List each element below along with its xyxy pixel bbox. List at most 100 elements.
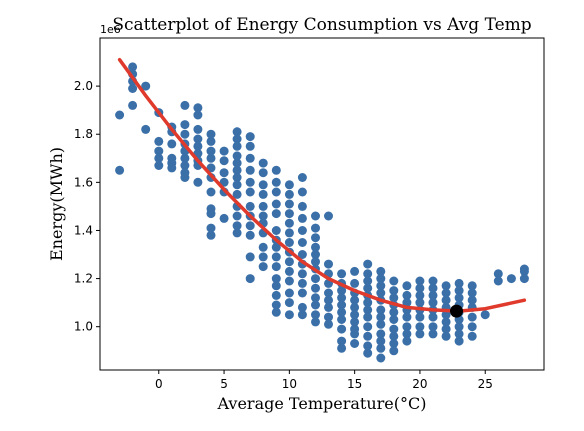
data-point (350, 278, 360, 288)
data-point (245, 165, 255, 175)
data-point (324, 211, 333, 221)
data-point (271, 242, 281, 252)
data-point (258, 242, 268, 252)
minimum-point-layer (450, 304, 463, 318)
data-point (376, 319, 386, 329)
data-point (258, 262, 268, 272)
data-point (297, 302, 307, 312)
data-point (245, 221, 255, 231)
data-point (232, 211, 242, 221)
data-point (284, 257, 294, 267)
x-tick-label: 20 (412, 377, 427, 391)
data-point (271, 307, 281, 317)
data-point (389, 307, 399, 317)
data-point (389, 324, 399, 334)
y-tick-label: 1.0 (74, 320, 93, 334)
data-point (415, 312, 425, 322)
data-point (389, 315, 399, 324)
data-point (141, 81, 151, 91)
data-point (245, 201, 255, 211)
data-point (402, 290, 412, 300)
data-point (128, 100, 138, 110)
data-point (454, 286, 464, 296)
data-point (363, 312, 373, 322)
data-point (480, 310, 490, 320)
data-point (428, 283, 438, 293)
data-point (311, 250, 320, 259)
data-point (337, 293, 347, 303)
data-point (271, 281, 281, 291)
data-point (245, 230, 255, 240)
data-point (271, 209, 281, 219)
data-point (337, 336, 347, 346)
data-point (402, 281, 412, 291)
data-point (167, 163, 177, 173)
data-point (297, 250, 307, 259)
data-point (324, 302, 333, 312)
data-point (271, 252, 281, 262)
data-point (284, 189, 294, 199)
data-point (376, 343, 386, 353)
data-point (193, 134, 203, 144)
data-point (324, 295, 333, 305)
data-point (376, 281, 386, 291)
x-tick-label: 15 (347, 377, 362, 391)
minimum-point-marker (450, 304, 463, 318)
data-point (206, 153, 216, 163)
data-point (193, 177, 203, 187)
data-point (206, 209, 216, 219)
data-point (389, 339, 399, 348)
data-point (206, 136, 216, 146)
data-point (297, 173, 307, 182)
data-point (311, 283, 320, 293)
data-point (350, 317, 360, 327)
data-point (402, 298, 412, 308)
data-point (297, 288, 307, 298)
data-point (350, 266, 360, 276)
data-point (232, 189, 242, 199)
data-point (245, 141, 255, 151)
data-point (258, 201, 268, 211)
data-point (232, 158, 242, 168)
data-point (467, 322, 477, 332)
data-point (245, 274, 255, 284)
data-point (311, 223, 320, 233)
data-point (363, 348, 373, 358)
data-point (284, 209, 294, 219)
data-point (284, 266, 294, 276)
data-point (232, 228, 242, 238)
data-point (245, 187, 255, 197)
chart-title: Scatterplot of Energy Consumption vs Avg… (112, 15, 531, 35)
data-point (337, 300, 347, 310)
data-point (363, 341, 373, 351)
data-point (324, 288, 333, 298)
data-point (297, 187, 307, 197)
x-tick-label: 5 (220, 377, 228, 391)
data-point (441, 295, 451, 305)
data-point (154, 146, 164, 156)
data-point (258, 180, 268, 190)
data-point (206, 146, 216, 156)
data-point (297, 213, 307, 223)
data-point (376, 274, 386, 284)
data-point (284, 218, 294, 228)
data-point (180, 129, 190, 139)
data-point (415, 283, 425, 293)
y-tick-label: 1.6 (74, 175, 93, 189)
data-point (193, 141, 203, 151)
data-point (115, 110, 125, 120)
data-point (363, 283, 373, 293)
data-point (389, 346, 399, 356)
data-point (506, 274, 516, 284)
data-point (337, 307, 347, 317)
data-point (180, 161, 190, 170)
data-point (311, 233, 320, 243)
data-point (454, 322, 464, 332)
fit-curve (117, 57, 527, 313)
data-point (284, 310, 294, 320)
data-point (311, 310, 320, 320)
data-point (493, 276, 503, 286)
data-point (376, 329, 386, 339)
data-point (311, 300, 320, 310)
data-point (415, 322, 425, 332)
